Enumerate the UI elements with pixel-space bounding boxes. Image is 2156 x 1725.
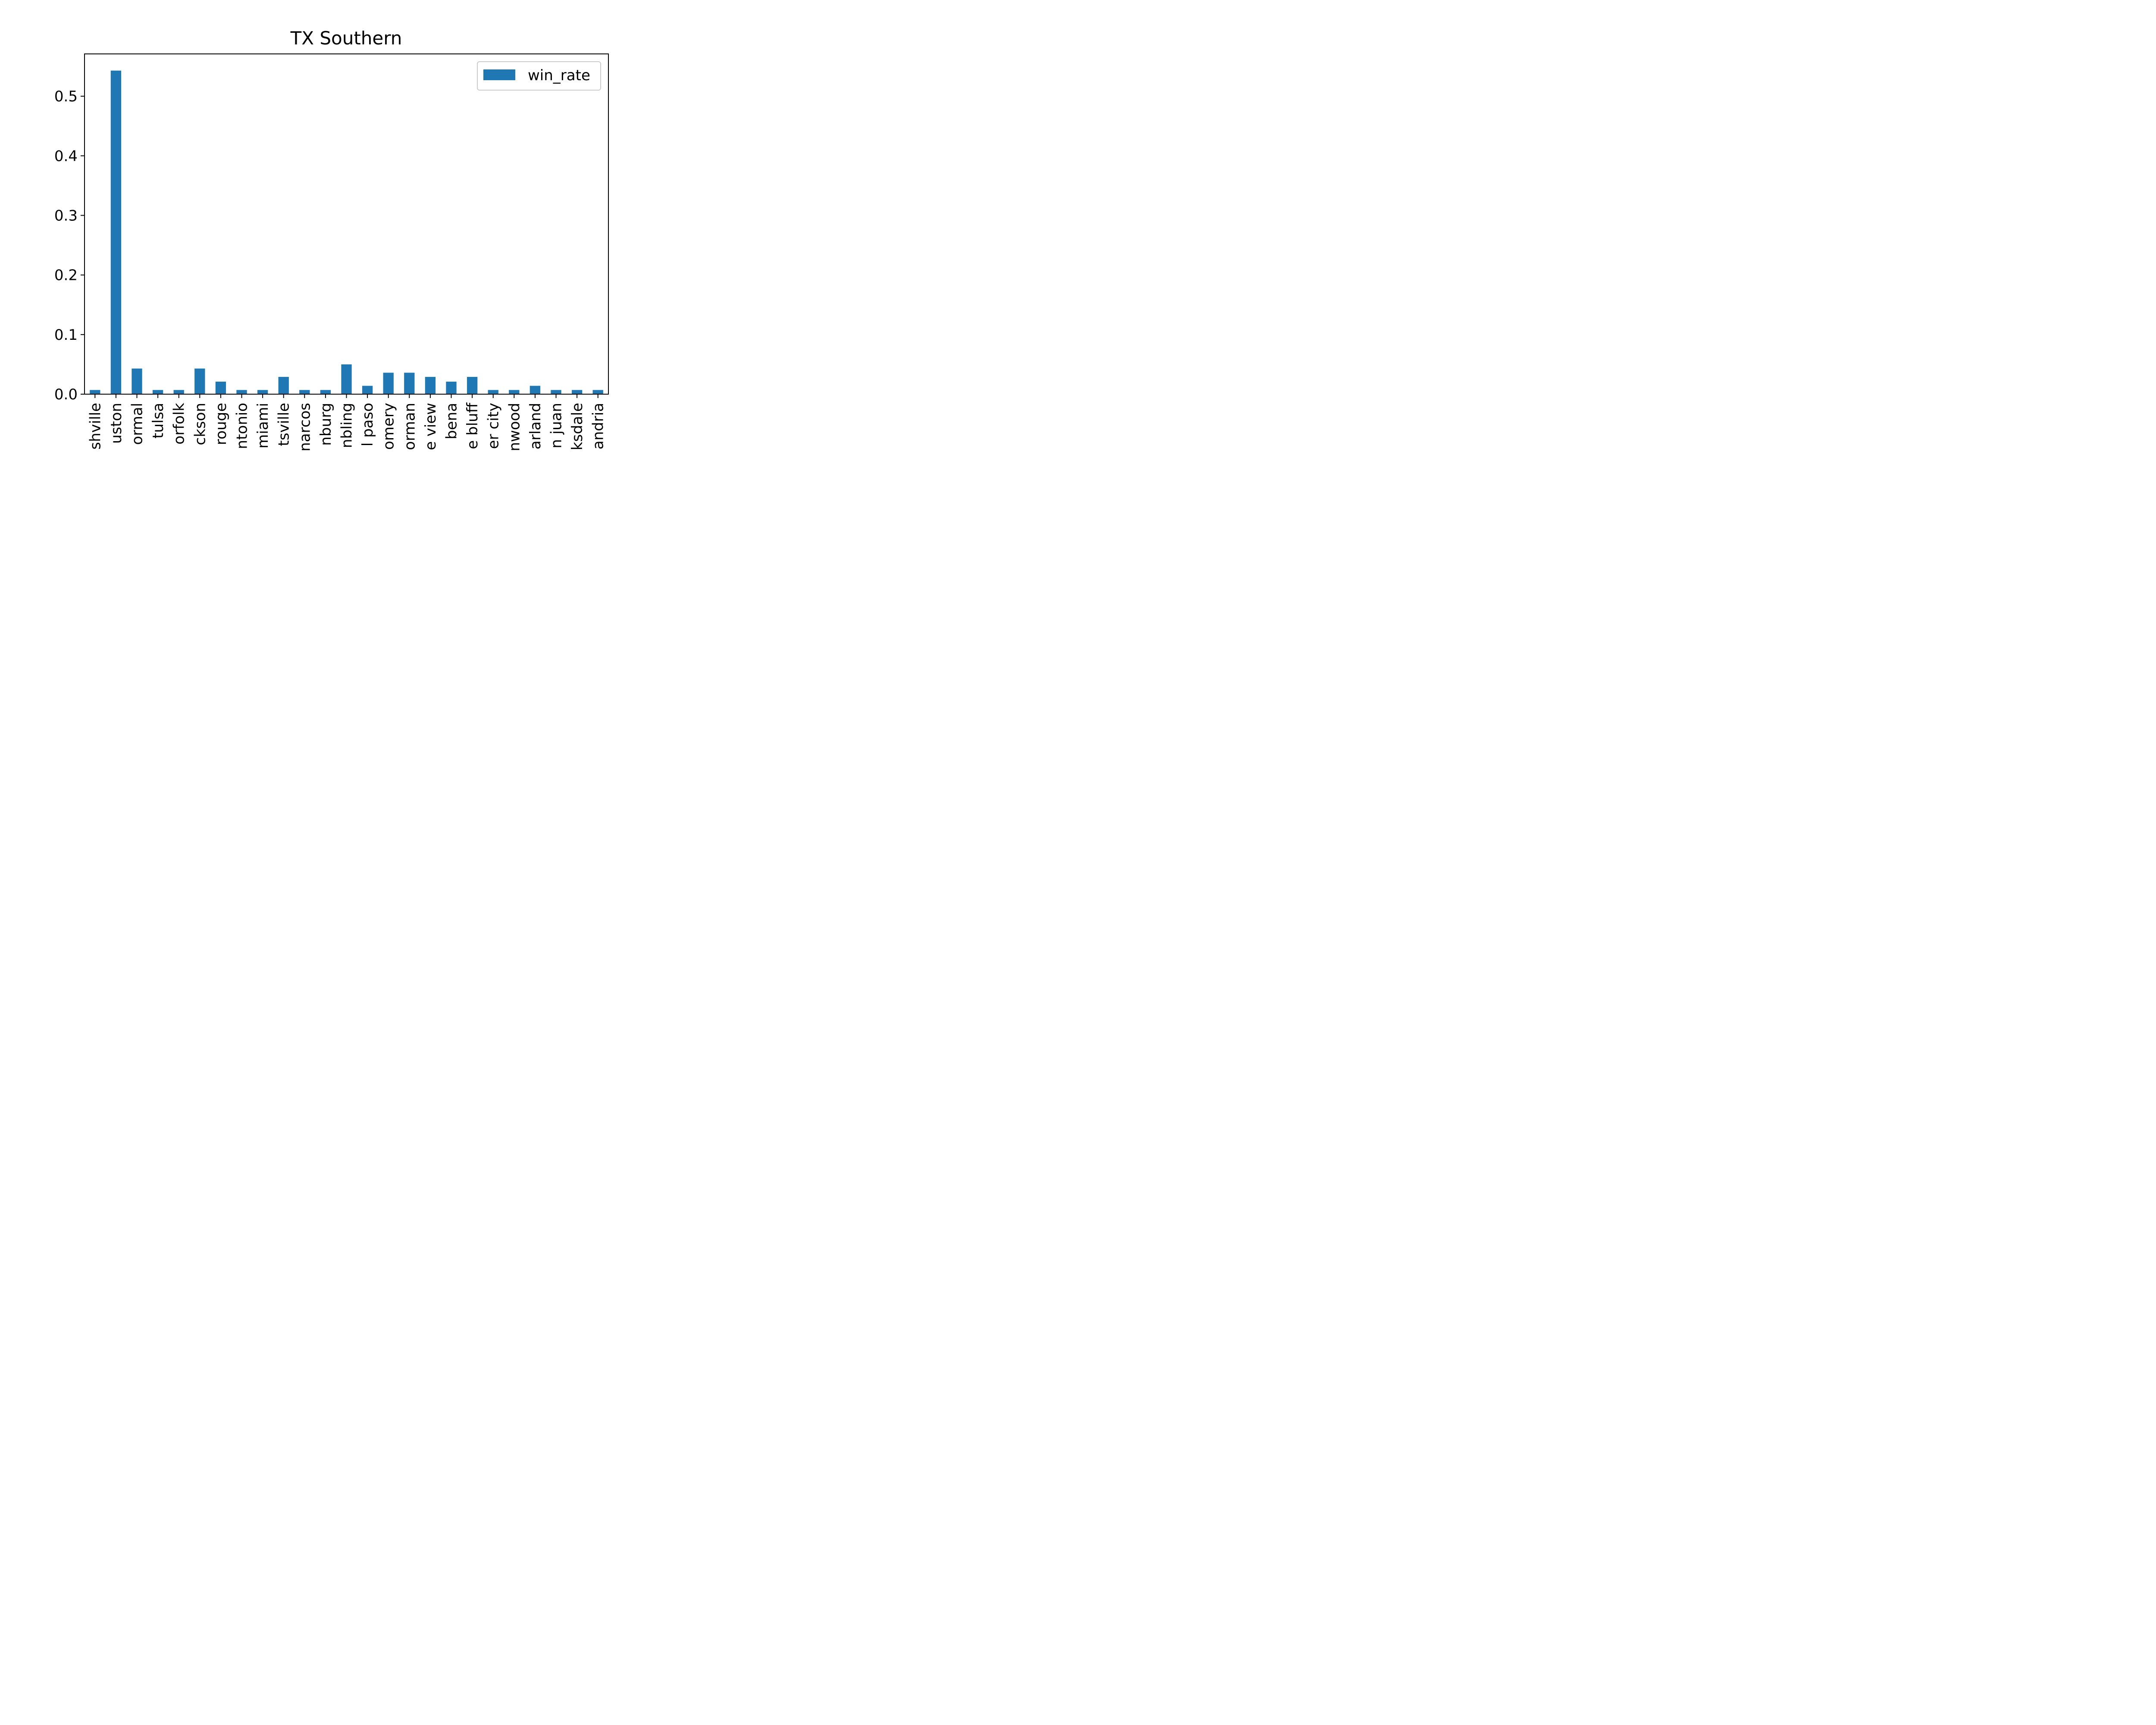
chart-title: TX Southern [290, 28, 402, 49]
bar [404, 373, 415, 394]
bar [320, 390, 331, 394]
bar [530, 386, 541, 394]
bar [132, 368, 142, 394]
bar [362, 386, 373, 394]
legend-box [477, 61, 601, 91]
x-tick-label: l paso [359, 403, 376, 446]
bar [299, 390, 310, 394]
bar [257, 390, 268, 394]
bar [236, 390, 247, 394]
bar [215, 381, 226, 394]
bar [341, 364, 352, 394]
bar [90, 390, 100, 394]
x-tick-label: orfolk [171, 403, 188, 445]
x-tick-label: nburg [317, 403, 335, 446]
x-tick-label: andria [590, 403, 607, 449]
y-tick-label: 0.0 [54, 386, 78, 403]
x-tick-label: ksdale [569, 403, 586, 450]
bar [551, 390, 561, 394]
bar [110, 70, 122, 395]
bar [467, 376, 478, 394]
x-tick-label: ckson [191, 403, 209, 445]
y-tick-label: 0.5 [54, 88, 78, 105]
plot-frame [84, 53, 609, 395]
bar [571, 390, 583, 394]
y-tick-label: 0.4 [54, 147, 78, 165]
x-tick-label: tulsa [150, 403, 167, 439]
legend-label: win_rate [528, 67, 590, 84]
x-tick-label: ntonio [234, 403, 251, 449]
x-tick-label: orman [401, 403, 418, 450]
x-tick-label: er city [485, 403, 502, 449]
x-tick-label: uston [108, 403, 125, 444]
bar [152, 390, 163, 394]
bar [173, 390, 184, 394]
x-tick-label: rouge [213, 403, 230, 445]
y-tick-label: 0.1 [54, 326, 78, 344]
x-tick-label: e view [422, 403, 439, 450]
bar [278, 376, 289, 394]
legend: win_rate [477, 61, 601, 91]
bar [194, 368, 205, 394]
bar [592, 390, 603, 394]
x-tick-label: tsville [276, 403, 293, 446]
x-tick-label: narcos [296, 403, 313, 451]
x-tick-label: omery [380, 403, 398, 450]
x-tick-label: nwood [506, 403, 523, 451]
y-tick-label: 0.2 [54, 267, 78, 284]
bar [446, 381, 457, 394]
x-axis: shville uston ormal tulsa orfolk ckson rouge nt… [87, 394, 607, 451]
x-tick-label: n juan [548, 403, 565, 448]
x-tick-label: nbling [338, 403, 356, 448]
bar-chart: TX Southern 0.0 0.1 0.2 0.3 0.4 0.5 shville us… [54, 28, 609, 451]
x-tick-label: miami [254, 403, 272, 448]
bar [383, 373, 394, 394]
y-tick-label: 0.3 [54, 207, 78, 224]
x-tick-label: arland [527, 403, 544, 449]
legend-swatch [483, 69, 515, 80]
x-tick-label: bena [443, 403, 461, 439]
x-tick-label: ormal [129, 403, 146, 445]
x-tick-label: shville [87, 403, 104, 450]
y-axis: 0.0 0.1 0.2 0.3 0.4 0.5 [54, 88, 85, 403]
bar [488, 390, 498, 394]
bars [90, 70, 603, 395]
bar [509, 390, 520, 394]
bar [425, 376, 436, 394]
x-tick-label: e bluff [464, 402, 481, 449]
